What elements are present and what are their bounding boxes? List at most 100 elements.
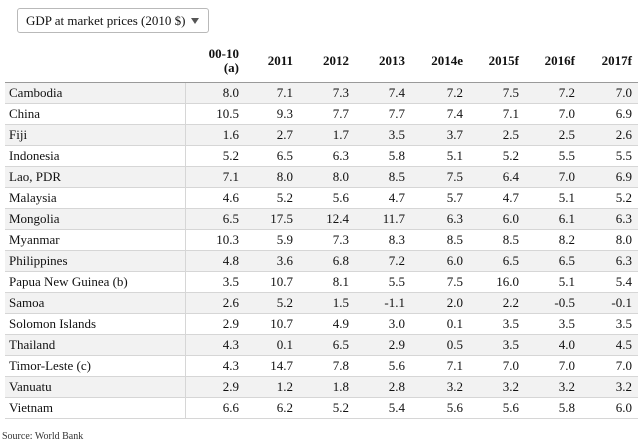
value-cell: 5.5 [581,145,638,167]
value-cell: 10.3 [184,229,245,251]
country-cell: Thailand [5,334,185,356]
value-cell: 5.6 [355,355,411,377]
country-cell: Indonesia [5,145,185,167]
value-cell: 5.5 [355,271,411,293]
value-cell: 5.2 [469,145,525,167]
value-cell: 0.1 [411,313,469,335]
value-cell: 7.7 [355,103,411,125]
value-cell: 14.7 [245,355,299,377]
column-header-note: (a) [223,60,239,75]
column-header-label: 2011 [267,53,293,68]
country-cell: Mongolia [5,208,185,230]
table-row: Mongolia 6.5 17.5 12.4 11.7 6.3 6.0 6.1 6.3 [5,208,638,230]
value-cell: 6.3 [411,208,469,230]
table-row: Philippines 4.8 3.6 6.8 7.2 6.0 6.5 6.5 6.3 [5,250,638,272]
value-cell: 6.9 [581,103,638,125]
indicator-dropdown-label: GDP at market prices (2010 $) [26,13,186,28]
value-cell: 6.5 [299,334,355,356]
value-cell: 6.0 [469,208,525,230]
column-header: 2014e [411,40,469,83]
gdp-growth-table: 00-10 (a) 2011 2012 2013 2014e 2015f 2016f 2017f… [5,40,638,419]
value-cell: 3.2 [469,376,525,398]
value-cell: 6.5 [469,250,525,272]
table-row: Papua New Guinea (b) 3.5 10.7 8.1 5.5 7.5 16.0… [5,271,638,293]
value-cell: -0.5 [525,292,581,314]
value-cell: 0.5 [411,334,469,356]
value-cell: 6.3 [299,145,355,167]
value-cell: 2.6 [581,124,638,146]
value-cell: 6.5 [525,250,581,272]
value-cell: 6.8 [299,250,355,272]
value-cell: 7.4 [355,82,411,104]
table-row: Lao, PDR 7.1 8.0 8.0 8.5 7.5 6.4 7.0 6.9 [5,166,638,188]
value-cell: 2.7 [245,124,299,146]
column-header-label: 2012 [323,53,349,68]
column-header-country [5,40,185,83]
value-cell: 7.0 [525,166,581,188]
value-cell: 5.6 [299,187,355,209]
country-cell: Vietnam [5,397,185,419]
value-cell: 7.0 [469,355,525,377]
value-cell: 5.6 [411,397,469,419]
value-cell: 6.4 [469,166,525,188]
value-cell: 7.1 [411,355,469,377]
column-header: 2016f [525,40,581,83]
value-cell: 5.2 [245,292,299,314]
value-cell: 2.9 [184,376,245,398]
table-row: Vietnam 6.6 6.2 5.2 5.4 5.6 5.6 5.8 6.0 [5,397,638,419]
source-note: Source: World Bank [2,431,84,442]
value-cell: 5.1 [525,187,581,209]
country-cell: Samoa [5,292,185,314]
value-cell: 7.8 [299,355,355,377]
table-row: Timor-Leste (c) 4.3 14.7 7.8 5.6 7.1 7.0 7.0 7.0 [5,355,638,377]
value-cell: 4.6 [184,187,245,209]
value-cell: 5.5 [525,145,581,167]
value-cell: 2.2 [469,292,525,314]
country-cell: China [5,103,185,125]
value-cell: 5.2 [581,187,638,209]
value-cell: 6.0 [581,397,638,419]
value-cell: 0.1 [245,334,299,356]
value-cell: 5.8 [525,397,581,419]
value-cell: 3.7 [411,124,469,146]
column-header: 2012 [299,40,355,83]
value-cell: -0.1 [581,292,638,314]
value-cell: 1.5 [299,292,355,314]
value-cell: 7.5 [469,82,525,104]
value-cell: 2.6 [184,292,245,314]
value-cell: 11.7 [355,208,411,230]
value-cell: 4.3 [184,334,245,356]
value-cell: 3.2 [525,376,581,398]
indicator-dropdown[interactable]: GDP at market prices (2010 $) [17,8,209,33]
value-cell: 7.0 [525,103,581,125]
value-cell: 5.7 [411,187,469,209]
value-cell: 10.5 [184,103,245,125]
country-cell: Lao, PDR [5,166,185,188]
column-header-label: 2015f [488,53,519,68]
value-cell: 2.5 [469,124,525,146]
value-cell: 16.0 [469,271,525,293]
value-cell: 7.2 [355,250,411,272]
value-cell: 4.3 [184,355,245,377]
value-cell: 6.2 [245,397,299,419]
value-cell: 5.4 [581,271,638,293]
column-header: 00-10 (a) [185,40,245,83]
value-cell: 6.3 [581,250,638,272]
value-cell: 7.3 [299,229,355,251]
value-cell: 5.1 [411,145,469,167]
column-header: 2015f [469,40,525,83]
value-cell: 2.9 [355,334,411,356]
value-cell: 7.0 [581,82,638,104]
value-cell: 3.5 [581,313,638,335]
value-cell: 5.2 [184,145,245,167]
column-header: 2017f [581,40,638,83]
table-row: Myanmar 10.3 5.9 7.3 8.3 8.5 8.5 8.2 8.0 [5,229,638,251]
value-cell: 7.7 [299,103,355,125]
value-cell: 7.1 [184,166,245,188]
value-cell: 6.9 [581,166,638,188]
chevron-down-icon[interactable] [191,18,199,24]
column-header-label: 2014e [431,53,463,68]
country-cell: Malaysia [5,187,185,209]
value-cell: 4.7 [355,187,411,209]
value-cell: 5.2 [245,187,299,209]
